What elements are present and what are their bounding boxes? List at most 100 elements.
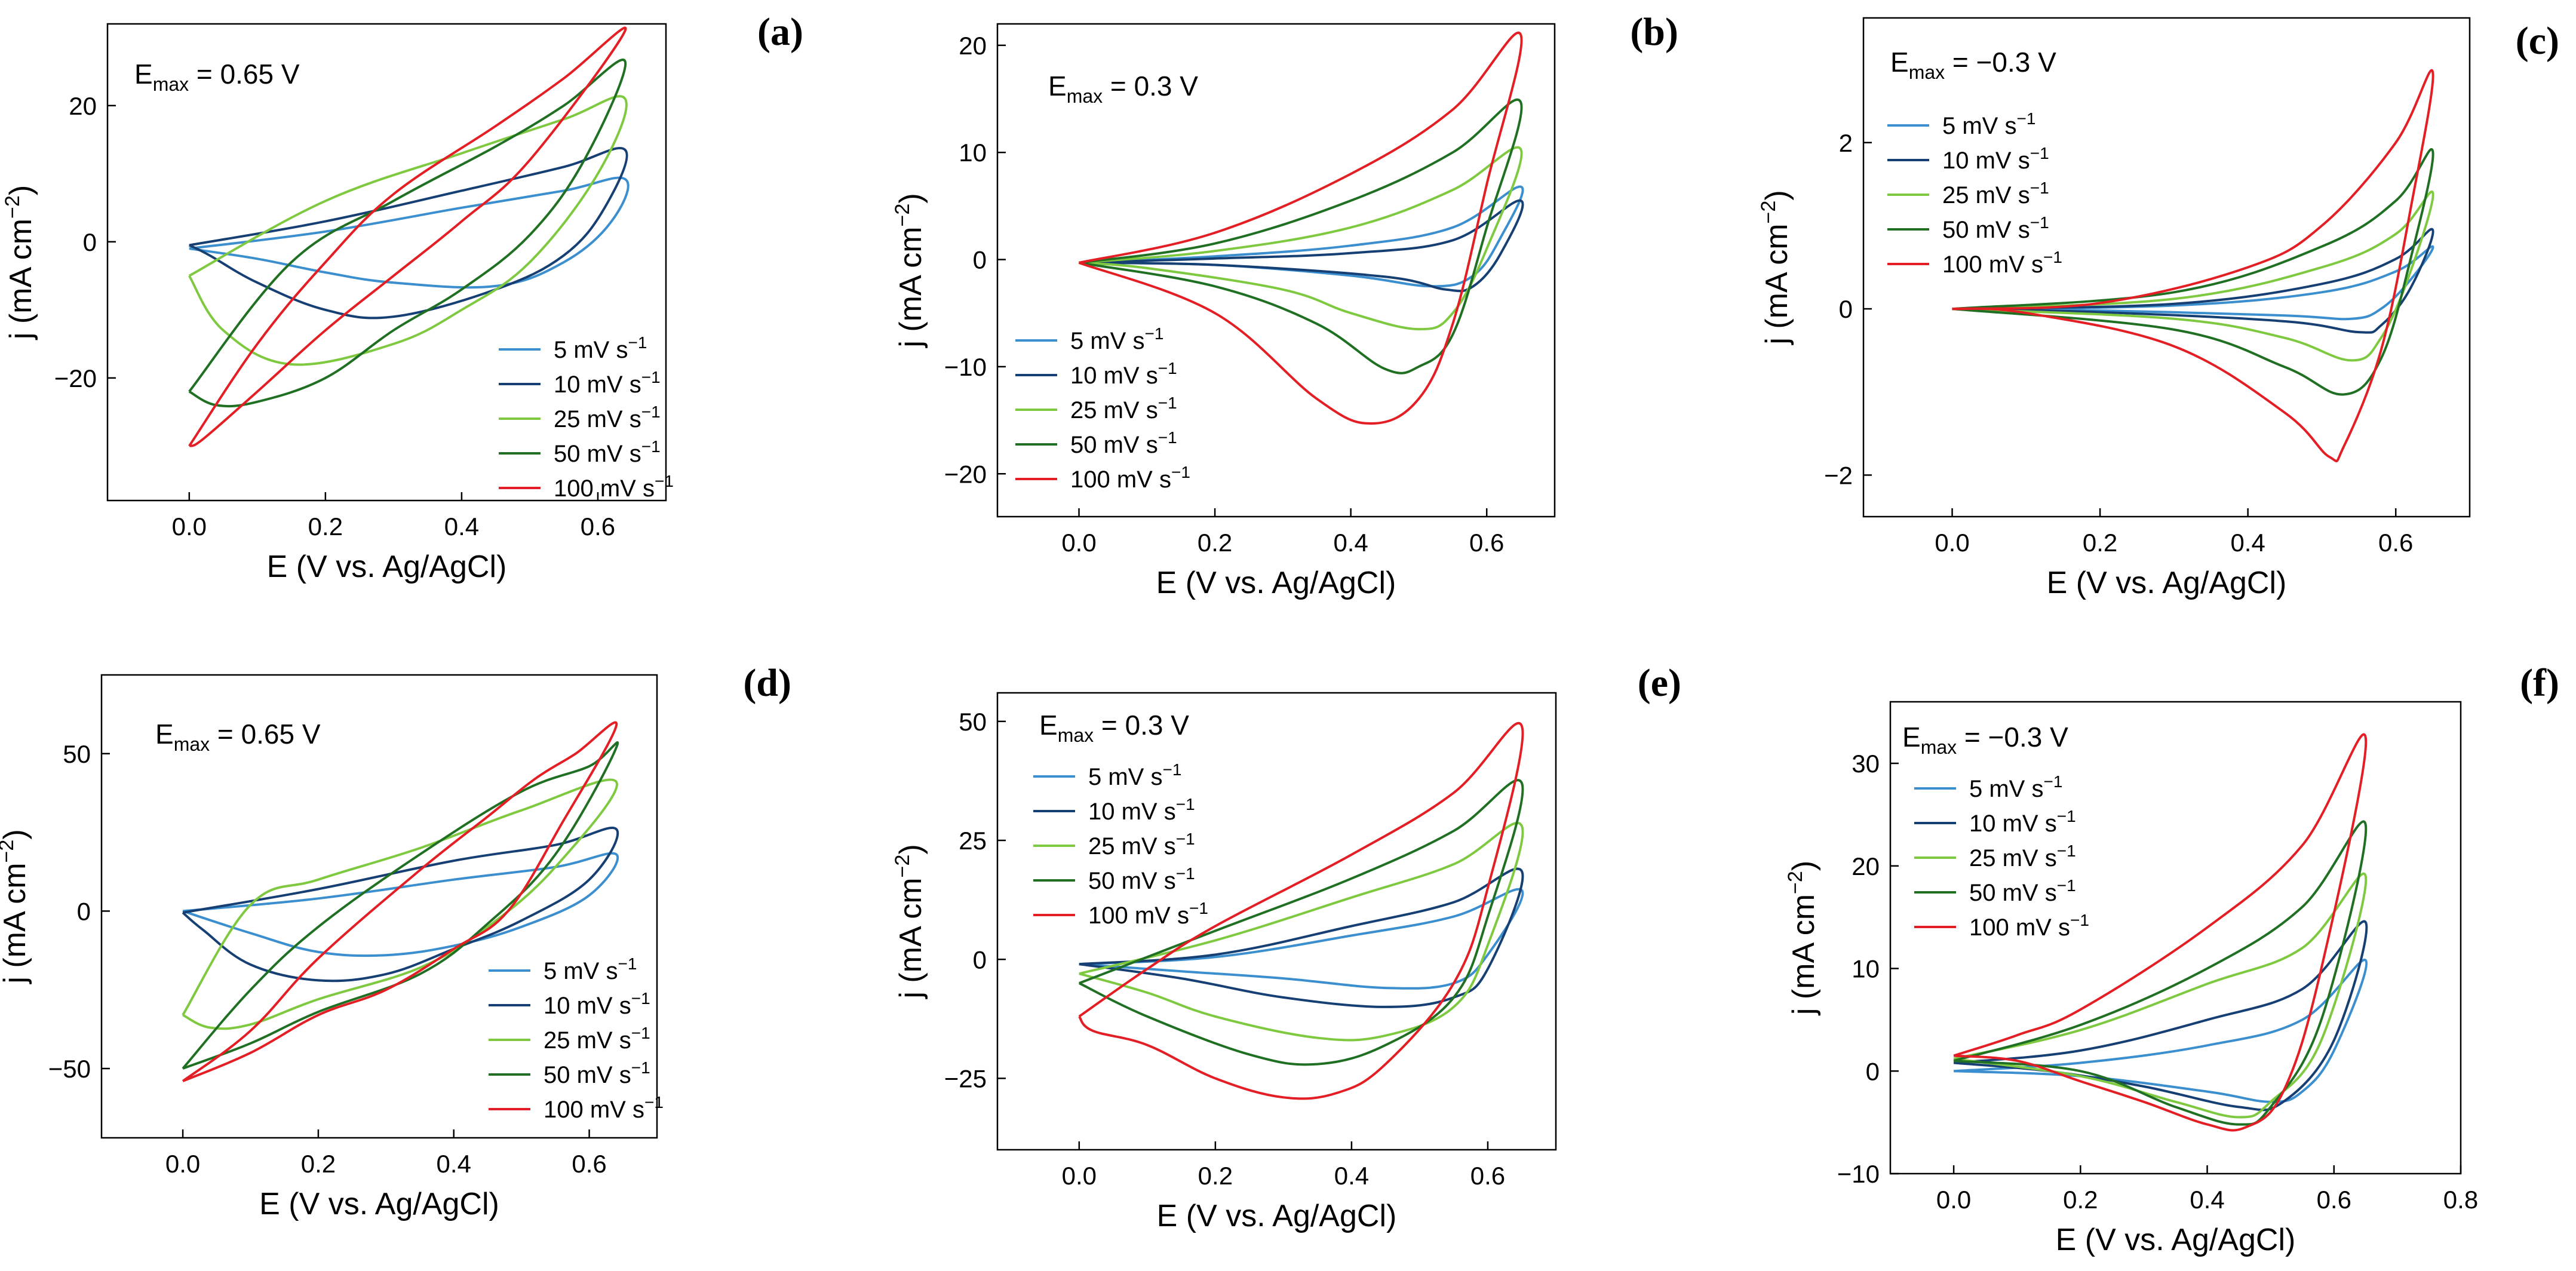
emax-annotation: Emax = 0.3 V [1039,710,1189,746]
x-tick-label: 0.2 [1198,529,1232,557]
x-tick-label: 0.8 [2443,1186,2478,1214]
y-tick-label: 20 [69,92,97,120]
legend-entry: 50 mV s−1 [1942,213,2049,243]
series-line-5-mv [1079,185,1524,288]
series-line-100-mv [1078,32,1523,425]
y-tick-label: 10 [1852,955,1880,983]
y-tick-label: 0 [77,897,91,925]
plot-frame [996,23,1556,518]
x-axis-label: E (V vs. Ag/AgCl) [1157,1199,1397,1233]
x-tick-label: 0.2 [2063,1186,2098,1214]
legend-entry: 10 mV s−1 [554,368,661,398]
legend-entry: 5 mV s−1 [1088,760,1181,790]
y-tick-label: −50 [48,1055,91,1083]
x-axis-label: E (V vs. Ag/AgCl) [1156,566,1396,600]
legend: 5 mV s−1 10 mV s−1 25 mV s−1 50 mV s−1 100 m… [1887,109,2062,278]
x-tick-label: 0.2 [301,1150,336,1178]
legend-entry: 100 mV s−1 [1942,248,2062,278]
chart-panel-6: 0.0 0.2 0.4 0.6 0.8 −10 0 10 20 30 E (V vs. Ag/AgC… [1784,661,2559,1257]
y-axis-label: j (mA cm−2) [0,829,32,984]
legend: 5 mV s−1 10 mV s−1 25 mV s−1 50 mV s−1 100 m… [489,954,664,1123]
x-tick-label: 0.4 [2230,529,2265,557]
plot-frame [1889,701,2462,1175]
series-line-100-mv [1953,733,2368,1132]
y-tick-label: −25 [944,1064,987,1092]
y-tick-label: 20 [1852,852,1880,880]
x-tick-label: 0.2 [308,512,343,541]
panel-letter: (e) [1638,661,1681,705]
legend-entry: 100 mV s−1 [1070,463,1190,493]
legend-entry: 25 mV s−1 [1070,394,1177,423]
series-line-25-mv [1953,872,2368,1119]
series-line-5-mv [182,852,619,957]
legend-entry: 50 mV s−1 [554,437,661,467]
series-line-10-mv [1079,867,1524,1008]
series-line-25-mv [182,778,618,1030]
series-line-5-mv [189,176,630,289]
series-line-5-mv [1953,959,2368,1103]
series-line-25-mv [1079,146,1523,331]
legend: 5 mV s−1 10 mV s−1 25 mV s−1 50 mV s−1 100 m… [1914,772,2089,941]
legend-entry: 25 mV s−1 [544,1024,650,1054]
legend-entry: 100 mV s−1 [1969,911,2089,941]
legend-entry: 100 mV s−1 [1088,899,1208,929]
legend-entry: 50 mV s−1 [544,1058,650,1088]
y-tick-label: 0 [1839,295,1853,323]
x-tick-label: 0.4 [1334,1162,1369,1190]
x-axis-label: E (V vs. Ag/AgCl) [2047,566,2287,600]
y-axis-label: j (mA cm−2) [1784,861,1821,1016]
emax-annotation: Emax = −0.3 V [1902,722,2068,758]
x-tick-label: 0.4 [1333,529,1368,557]
x-tick-label: 0.2 [2083,529,2117,557]
legend-entry: 5 mV s−1 [1070,324,1163,354]
legend-entry: 10 mV s−1 [1070,359,1177,389]
series-line-50-mv [1953,820,2368,1126]
x-tick-label: 0.4 [444,512,479,541]
chart-panel-4: 0.0 0.2 0.4 0.6 −50 0 50 E (V vs. Ag/AgCl) j (mA… [0,661,791,1221]
chart-panel-5: 0.0 0.2 0.4 0.6 −25 0 25 50 E (V vs. Ag/AgCl) j (… [891,661,1681,1233]
y-tick-label: 0 [83,228,97,256]
x-tick-label: 0.4 [437,1150,471,1178]
y-tick-label: −2 [1824,461,1853,489]
emax-annotation: Emax = 0.65 V [155,719,321,755]
legend-entry: 25 mV s−1 [1088,830,1195,859]
y-tick-label: 0 [973,945,987,974]
x-tick-label: 0.6 [1470,1162,1505,1190]
x-tick-label: 0.6 [2317,1186,2351,1214]
y-axis-label: j (mA cm−2) [1757,190,1794,345]
legend: 5 mV s−1 10 mV s−1 25 mV s−1 50 mV s−1 100 m… [1033,760,1208,929]
x-axis-label: E (V vs. Ag/AgCl) [2056,1223,2296,1257]
x-tick-label: 0.0 [172,512,207,541]
series-line-5-mv [1952,245,2434,321]
y-tick-label: −20 [54,364,97,392]
legend-entry: 5 mV s−1 [1942,109,2035,139]
chart-panel-1: 0.0 0.2 0.4 0.6 −20 0 20 E (V vs. Ag/AgCl) j (mA… [1,10,803,584]
series-line-5-mv [1079,888,1524,990]
plot-frame [100,674,658,1139]
x-tick-label: 0.6 [1469,529,1504,557]
series-line-100-mv [1078,722,1524,1100]
series-line-10-mv [182,827,619,983]
x-tick-label: 0.4 [2190,1186,2224,1214]
y-axis-label: j (mA cm−2) [1,185,38,340]
legend-entry: 25 mV s−1 [1969,842,2076,871]
x-tick-label: 0.0 [1936,1186,1971,1214]
chart-panel-3: 0.0 0.2 0.4 0.6 −2 0 2 E (V vs. Ag/AgCl) j (mA c… [1757,17,2559,600]
y-tick-label: 0 [1866,1057,1880,1085]
y-tick-label: 20 [959,32,987,60]
panel-letter: (c) [2516,19,2559,63]
x-tick-label: 0.6 [2378,529,2413,557]
legend-entry: 25 mV s−1 [554,403,661,432]
x-tick-label: 0.6 [581,512,615,541]
emax-annotation: Emax = 0.3 V [1048,70,1198,107]
legend: 5 mV s−1 10 mV s−1 25 mV s−1 50 mV s−1 100 m… [1015,324,1190,493]
legend-entry: 10 mV s−1 [544,989,650,1019]
legend-entry: 100 mV s−1 [544,1093,664,1123]
series-line-50-mv [1952,148,2434,396]
legend: 5 mV s−1 10 mV s−1 25 mV s−1 50 mV s−1 100 m… [499,333,674,502]
legend-entry: 100 mV s−1 [554,472,674,502]
series-line-50-mv [182,741,619,1070]
series-line-100-mv [188,26,627,447]
x-tick-label: 0.2 [1198,1162,1233,1190]
panel-letter: (f) [2520,661,2559,705]
